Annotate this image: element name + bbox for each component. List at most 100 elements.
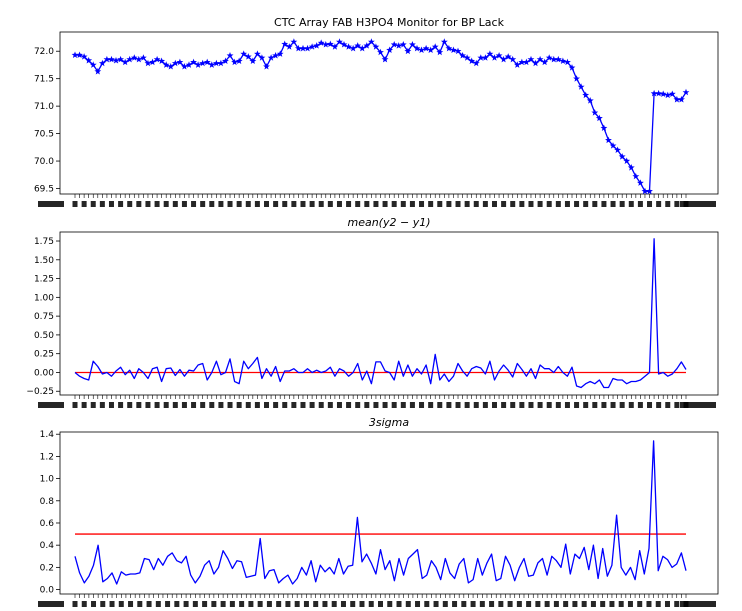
data-point — [199, 59, 207, 67]
x-tick-label — [165, 601, 171, 607]
x-tick-label — [285, 601, 291, 607]
x-tick-label — [155, 601, 161, 607]
data-point — [263, 63, 270, 70]
x-tick-label — [340, 601, 346, 607]
data-point — [486, 50, 494, 57]
x-tick-label — [501, 201, 507, 207]
x-tick-label — [391, 402, 397, 408]
y-tick-label: 0.2 — [40, 563, 54, 573]
x-tick-label — [359, 601, 365, 607]
data-point — [153, 55, 161, 63]
x-tick-label — [309, 402, 315, 408]
data-point — [194, 61, 202, 68]
x-tick-label — [183, 601, 189, 607]
y-tick-label: 1.4 — [40, 430, 55, 440]
x-tick-label — [600, 601, 606, 607]
data-point — [491, 54, 498, 61]
y-tick-label: 0.00 — [34, 368, 54, 378]
x-tick-label — [373, 402, 379, 408]
x-tick-label — [400, 402, 406, 408]
x-tick-label — [172, 201, 178, 207]
data-point — [459, 52, 466, 59]
x-tick-label — [391, 201, 397, 207]
x-tick-label — [282, 201, 288, 207]
x-tick-label — [470, 601, 476, 607]
x-tick-label — [38, 601, 64, 607]
x-tick-label — [619, 402, 625, 408]
data-point — [536, 55, 544, 63]
x-tick-label — [118, 601, 124, 607]
data-point — [664, 91, 672, 99]
x-tick-label — [464, 201, 470, 207]
data-point — [231, 58, 238, 66]
x-tick-label — [400, 201, 406, 207]
x-tick-label — [409, 402, 415, 408]
x-tick-label — [245, 201, 251, 207]
y-tick-label: 69.5 — [34, 185, 54, 195]
data-point — [504, 53, 512, 60]
x-tick-label — [355, 201, 361, 207]
x-tick-label — [583, 201, 589, 207]
data-point — [162, 61, 170, 68]
data-point — [454, 47, 462, 55]
x-tick-label — [145, 201, 151, 207]
x-tick-label — [419, 402, 425, 408]
data-point — [226, 52, 234, 59]
y-tick-label: 71.0 — [34, 102, 54, 112]
data-point — [112, 57, 120, 64]
x-tick-label — [146, 601, 152, 607]
data-point — [618, 153, 626, 160]
x-tick-label — [437, 402, 443, 408]
data-point — [126, 55, 134, 63]
x-tick-label — [227, 201, 233, 207]
data-point — [545, 54, 553, 61]
data-point — [418, 46, 425, 53]
data-point — [190, 58, 197, 66]
x-tick-label — [528, 402, 534, 408]
series-line — [74, 440, 687, 585]
data-point — [509, 55, 517, 63]
x-tick-label — [264, 201, 270, 207]
x-tick-label — [655, 601, 661, 607]
data-point — [144, 59, 152, 67]
data-point — [568, 64, 576, 71]
data-point — [532, 59, 539, 67]
data-point — [523, 58, 530, 66]
x-tick-label — [163, 402, 169, 408]
x-tick-label — [656, 402, 662, 408]
x-tick-label — [90, 402, 96, 408]
x-tick-label — [581, 601, 587, 607]
axes-frame — [59, 31, 719, 195]
data-point — [463, 54, 471, 61]
data-point — [331, 43, 339, 50]
x-tick-label — [128, 601, 134, 607]
x-tick-label — [519, 402, 525, 408]
x-tick-label — [590, 601, 596, 607]
data-point — [217, 59, 225, 67]
data-point — [171, 59, 179, 67]
x-tick-label — [322, 601, 328, 607]
x-tick-label — [109, 601, 115, 607]
data-point — [358, 44, 366, 52]
x-tick-label — [405, 601, 411, 607]
data-point — [577, 83, 585, 90]
data-point — [349, 44, 357, 52]
x-tick-label — [564, 201, 570, 207]
x-tick-label — [555, 201, 561, 207]
x-tick-label — [145, 402, 151, 408]
x-tick-label — [127, 201, 133, 207]
data-point — [650, 89, 658, 97]
data-point — [340, 41, 348, 48]
x-tick-label — [680, 201, 716, 207]
x-tick-label — [424, 601, 430, 607]
x-tick-label — [572, 601, 578, 607]
data-point — [614, 146, 621, 153]
data-point — [244, 53, 252, 60]
x-tick-label — [409, 201, 415, 207]
data-point — [94, 67, 102, 75]
x-tick-label — [108, 201, 114, 207]
x-tick-label — [364, 201, 370, 207]
x-tick-label — [254, 201, 260, 207]
x-tick-label — [592, 201, 598, 207]
